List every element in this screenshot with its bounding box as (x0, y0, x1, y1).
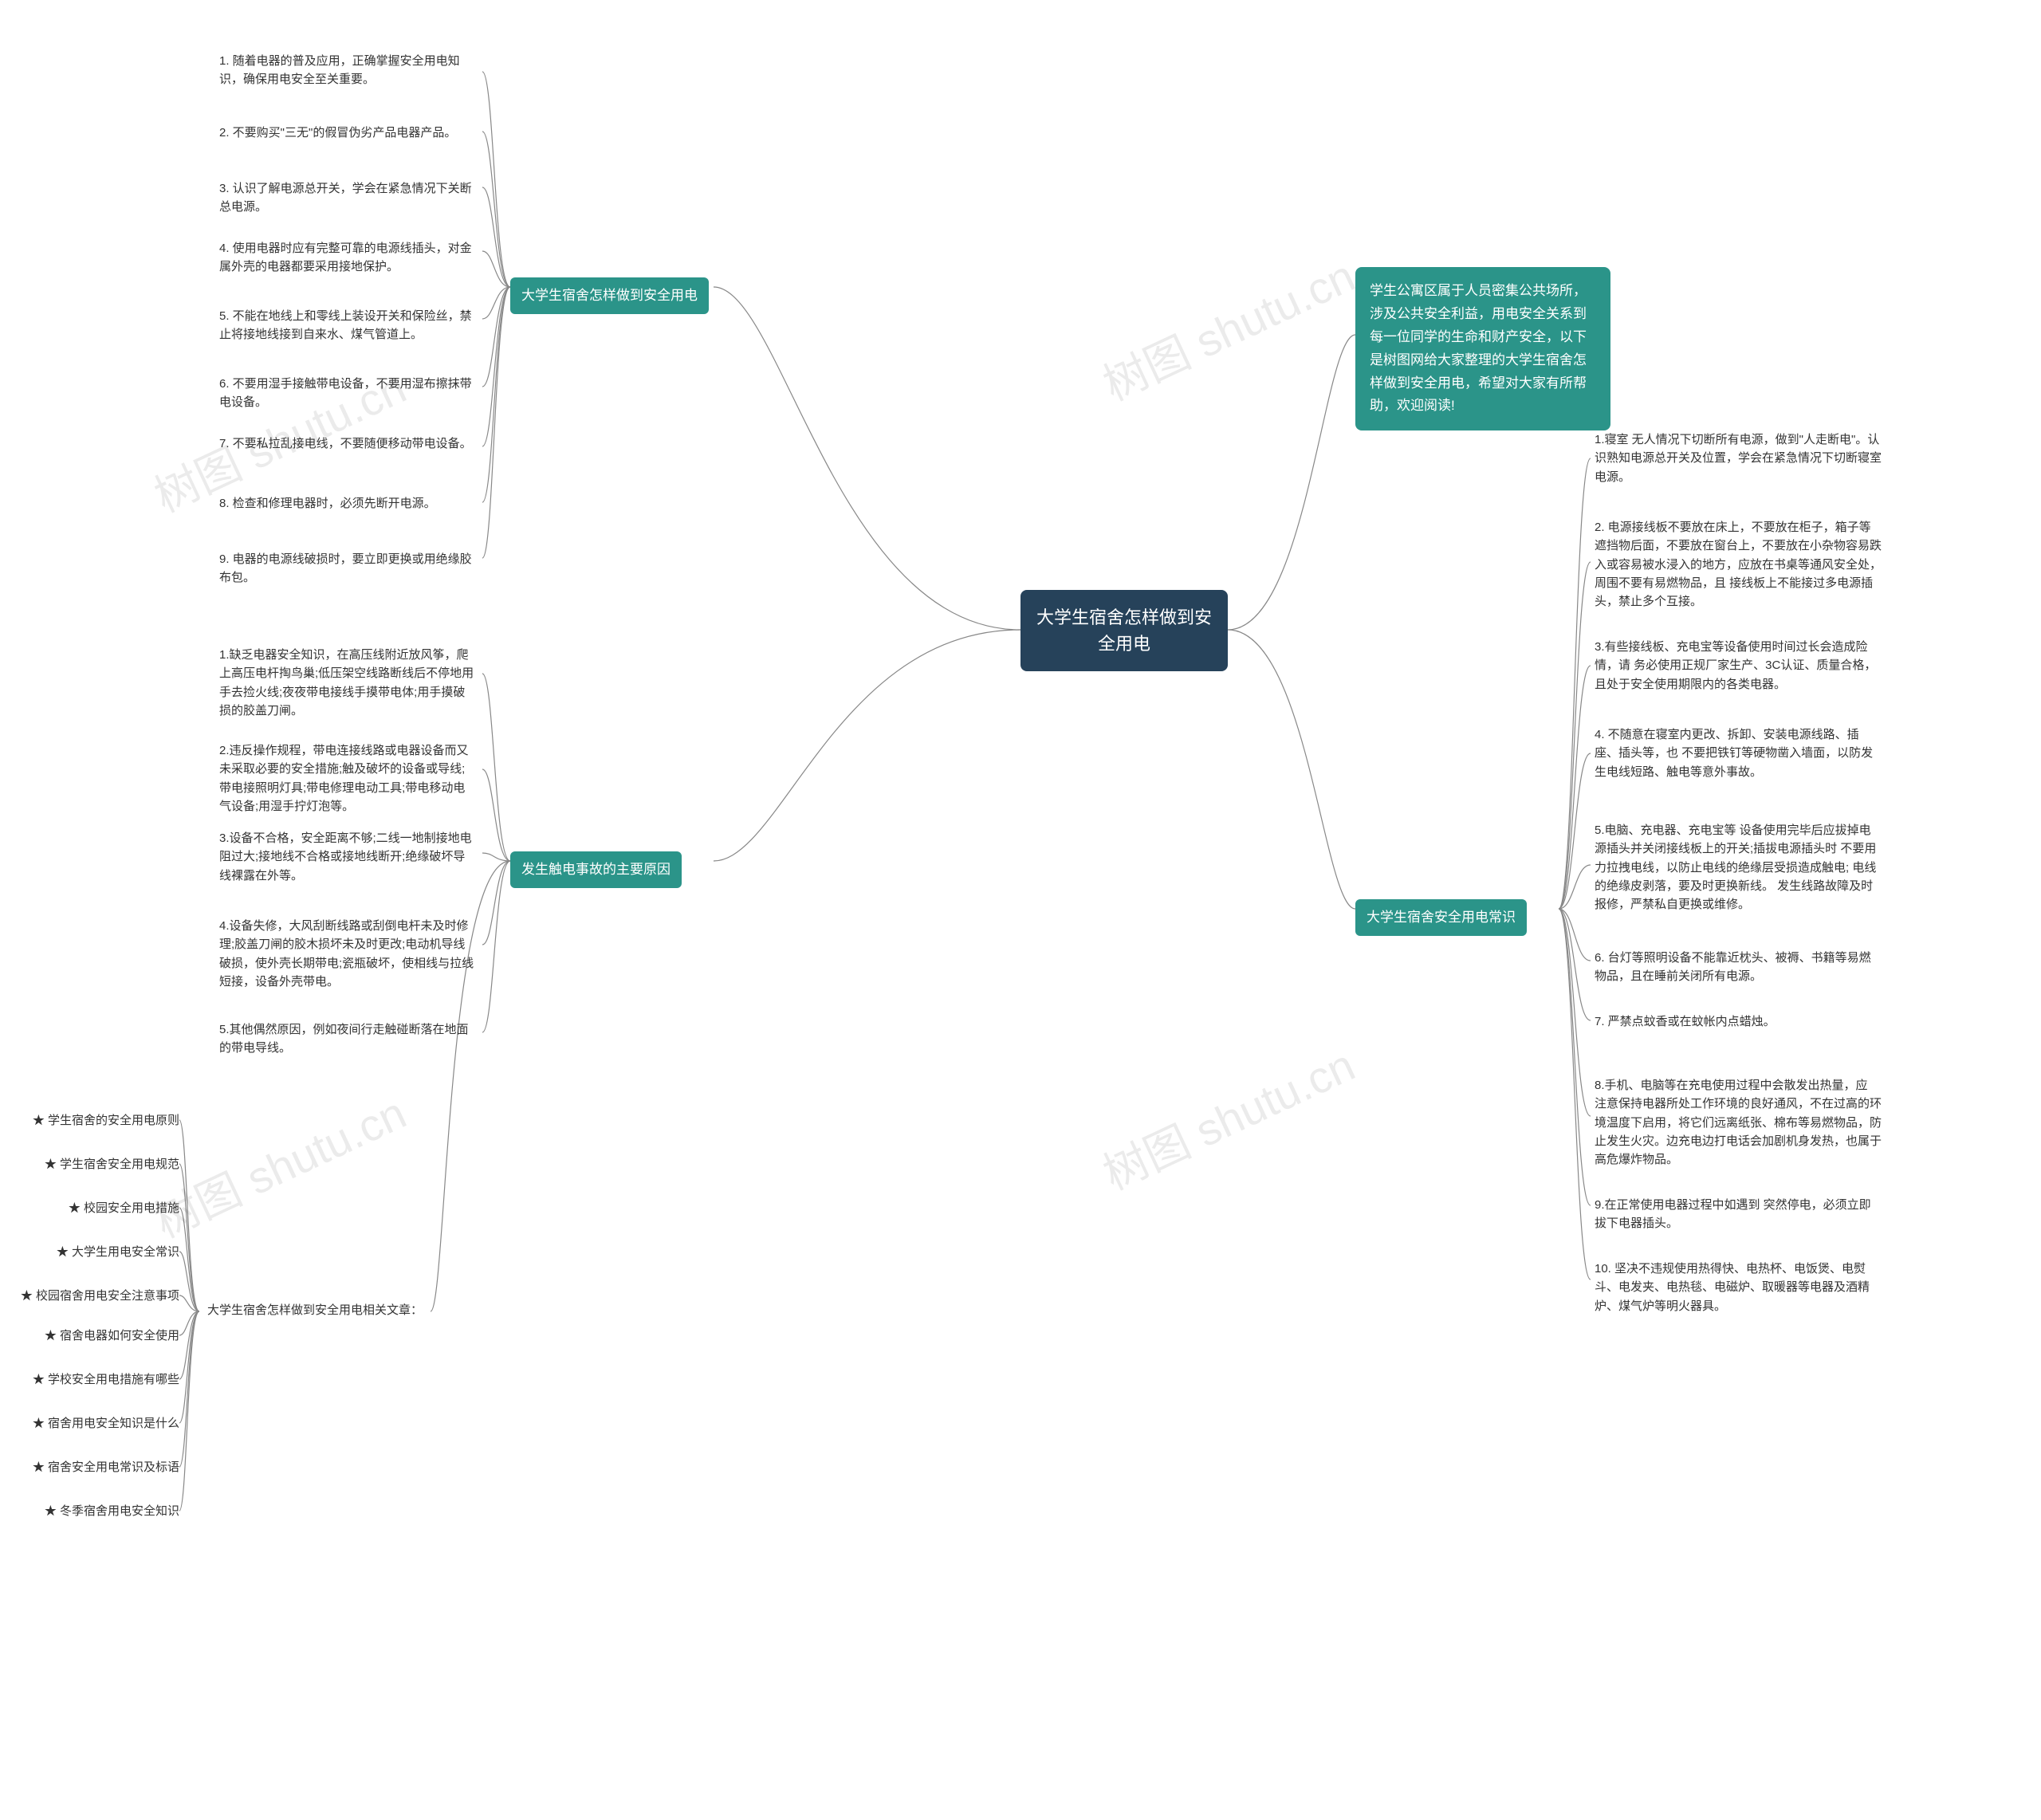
common-sense-item: 10. 坚决不违规使用热得快、电热杯、电饭煲、电熨斗、电发夹、电热毯、电磁炉、取… (1595, 1260, 1882, 1315)
safe-rules-item: 3. 认识了解电源总开关，学会在紧急情况下关断总电源。 (219, 179, 474, 217)
accident-causes-item: 2.违反操作规程，带电连接线路或电器设备而又未采取必要的安全措施;触及破坏的设备… (219, 741, 474, 816)
safe-rules-item: 7. 不要私拉乱接电线，不要随便移动带电设备。 (219, 434, 474, 453)
common-sense-item: 4. 不随意在寝室内更改、拆卸、安装电源线路、插座、插头等，也 不要把铁钉等硬物… (1595, 725, 1882, 781)
common-sense-item: 8.手机、电脑等在充电使用过程中会散发出热量，应 注意保持电器所处工作环境的良好… (1595, 1076, 1882, 1169)
related-article-item: ★ 校园安全用电措施 (12, 1200, 179, 1218)
safe-rules-item: 9. 电器的电源线破损时，要立即更换或用绝缘胶布包。 (219, 550, 474, 588)
mindmap-canvas: 大学生宿舍怎样做到安全用电 学生公寓区属于人员密集公共场所，涉及公共安全利益，用… (0, 0, 2041, 1820)
watermark: 树图 shutu.cn (143, 1078, 415, 1251)
common-sense-item: 6. 台灯等照明设备不能靠近枕头、被褥、书籍等易燃物品，且在睡前关闭所有电源。 (1595, 949, 1882, 986)
common-sense-item: 9.在正常使用电器过程中如遇到 突然停电，必须立即拔下电器插头。 (1595, 1196, 1882, 1233)
branch-related-articles: 大学生宿舍怎样做到安全用电相关文章： (199, 1295, 431, 1327)
related-article-item: ★ 学生宿舍安全用电规范 (12, 1156, 179, 1174)
common-sense-item: 3.有些接线板、充电宝等设备使用时间过长会造成险情，请 务必使用正规厂家生产、3… (1595, 638, 1882, 694)
safe-rules-item: 5. 不能在地线上和零线上装设开关和保险丝，禁止将接地线接到自来水、煤气管道上。 (219, 307, 474, 344)
related-article-item: ★ 学校安全用电措施有哪些 (12, 1371, 179, 1390)
watermark: 树图 shutu.cn (1091, 241, 1364, 414)
related-article-item: ★ 冬季宿舍用电安全知识 (12, 1503, 179, 1521)
branch-accident-causes-label: 发生触电事故的主要原因 (521, 862, 671, 877)
safe-rules-item: 6. 不要用湿手接触带电设备，不要用湿布擦抹带电设备。 (219, 375, 474, 412)
branch-safe-rules-label: 大学生宿舍怎样做到安全用电 (521, 288, 698, 303)
accident-causes-item: 1.缺乏电器安全知识，在高压线附近放风筝，爬上高压电杆掏鸟巢;低压架空线路断线后… (219, 646, 474, 720)
branch-safe-rules: 大学生宿舍怎样做到安全用电 (510, 277, 709, 314)
branch-related-articles-label: 大学生宿舍怎样做到安全用电相关文章： (207, 1303, 423, 1317)
safe-rules-item: 1. 随着电器的普及应用，正确掌握安全用电知识，确保用电安全至关重要。 (219, 52, 474, 89)
related-article-item: ★ 大学生用电安全常识 (12, 1244, 179, 1262)
common-sense-item: 5.电脑、充电器、充电宝等 设备使用完毕后应拔掉电源插头并关闭接线板上的开关;插… (1595, 821, 1882, 914)
branch-common-sense-label: 大学生宿舍安全用电常识 (1367, 910, 1516, 925)
related-article-item: ★ 宿舍安全用电常识及标语 (12, 1459, 179, 1477)
root-title: 大学生宿舍怎样做到安全用电 (1036, 607, 1212, 654)
intro-box: 学生公寓区属于人员密集公共场所，涉及公共安全利益，用电安全关系到每一位同学的生命… (1355, 267, 1610, 430)
safe-rules-item: 2. 不要购买"三无"的假冒伪劣产品电器产品。 (219, 124, 474, 142)
branch-accident-causes: 发生触电事故的主要原因 (510, 851, 682, 888)
safe-rules-item: 4. 使用电器时应有完整可靠的电源线插头，对金属外壳的电器都要采用接地保护。 (219, 239, 474, 277)
accident-causes-item: 4.设备失修，大风刮断线路或刮倒电杆未及时修理;胶盖刀闸的胶木损坏未及时更改;电… (219, 917, 474, 991)
branch-common-sense: 大学生宿舍安全用电常识 (1355, 899, 1527, 936)
related-article-item: ★ 宿舍电器如何安全使用 (12, 1327, 179, 1346)
related-article-item: ★ 宿舍用电安全知识是什么 (12, 1415, 179, 1433)
intro-text: 学生公寓区属于人员密集公共场所，涉及公共安全利益，用电安全关系到每一位同学的生命… (1370, 283, 1587, 413)
root-node: 大学生宿舍怎样做到安全用电 (1020, 590, 1228, 671)
watermark: 树图 shutu.cn (1091, 1030, 1364, 1203)
common-sense-item: 1.寝室 无人情况下切断所有电源，做到"人走断电"。认识熟知电源总开关及位置，学… (1595, 430, 1882, 486)
related-article-item: ★ 学生宿舍的安全用电原则 (12, 1112, 179, 1130)
accident-causes-item: 3.设备不合格，安全距离不够;二线一地制接地电阻过大;接地线不合格或接地线断开;… (219, 829, 474, 885)
accident-causes-item: 5.其他偶然原因，例如夜间行走触碰断落在地面的带电导线。 (219, 1020, 474, 1058)
related-article-item: ★ 校园宿舍用电安全注意事项 (12, 1287, 179, 1306)
common-sense-item: 2. 电源接线板不要放在床上，不要放在柜子，箱子等遮挡物后面，不要放在窗台上，不… (1595, 518, 1882, 611)
common-sense-item: 7. 严禁点蚊香或在蚊帐内点蜡烛。 (1595, 1012, 1882, 1031)
safe-rules-item: 8. 检查和修理电器时，必须先断开电源。 (219, 494, 474, 513)
